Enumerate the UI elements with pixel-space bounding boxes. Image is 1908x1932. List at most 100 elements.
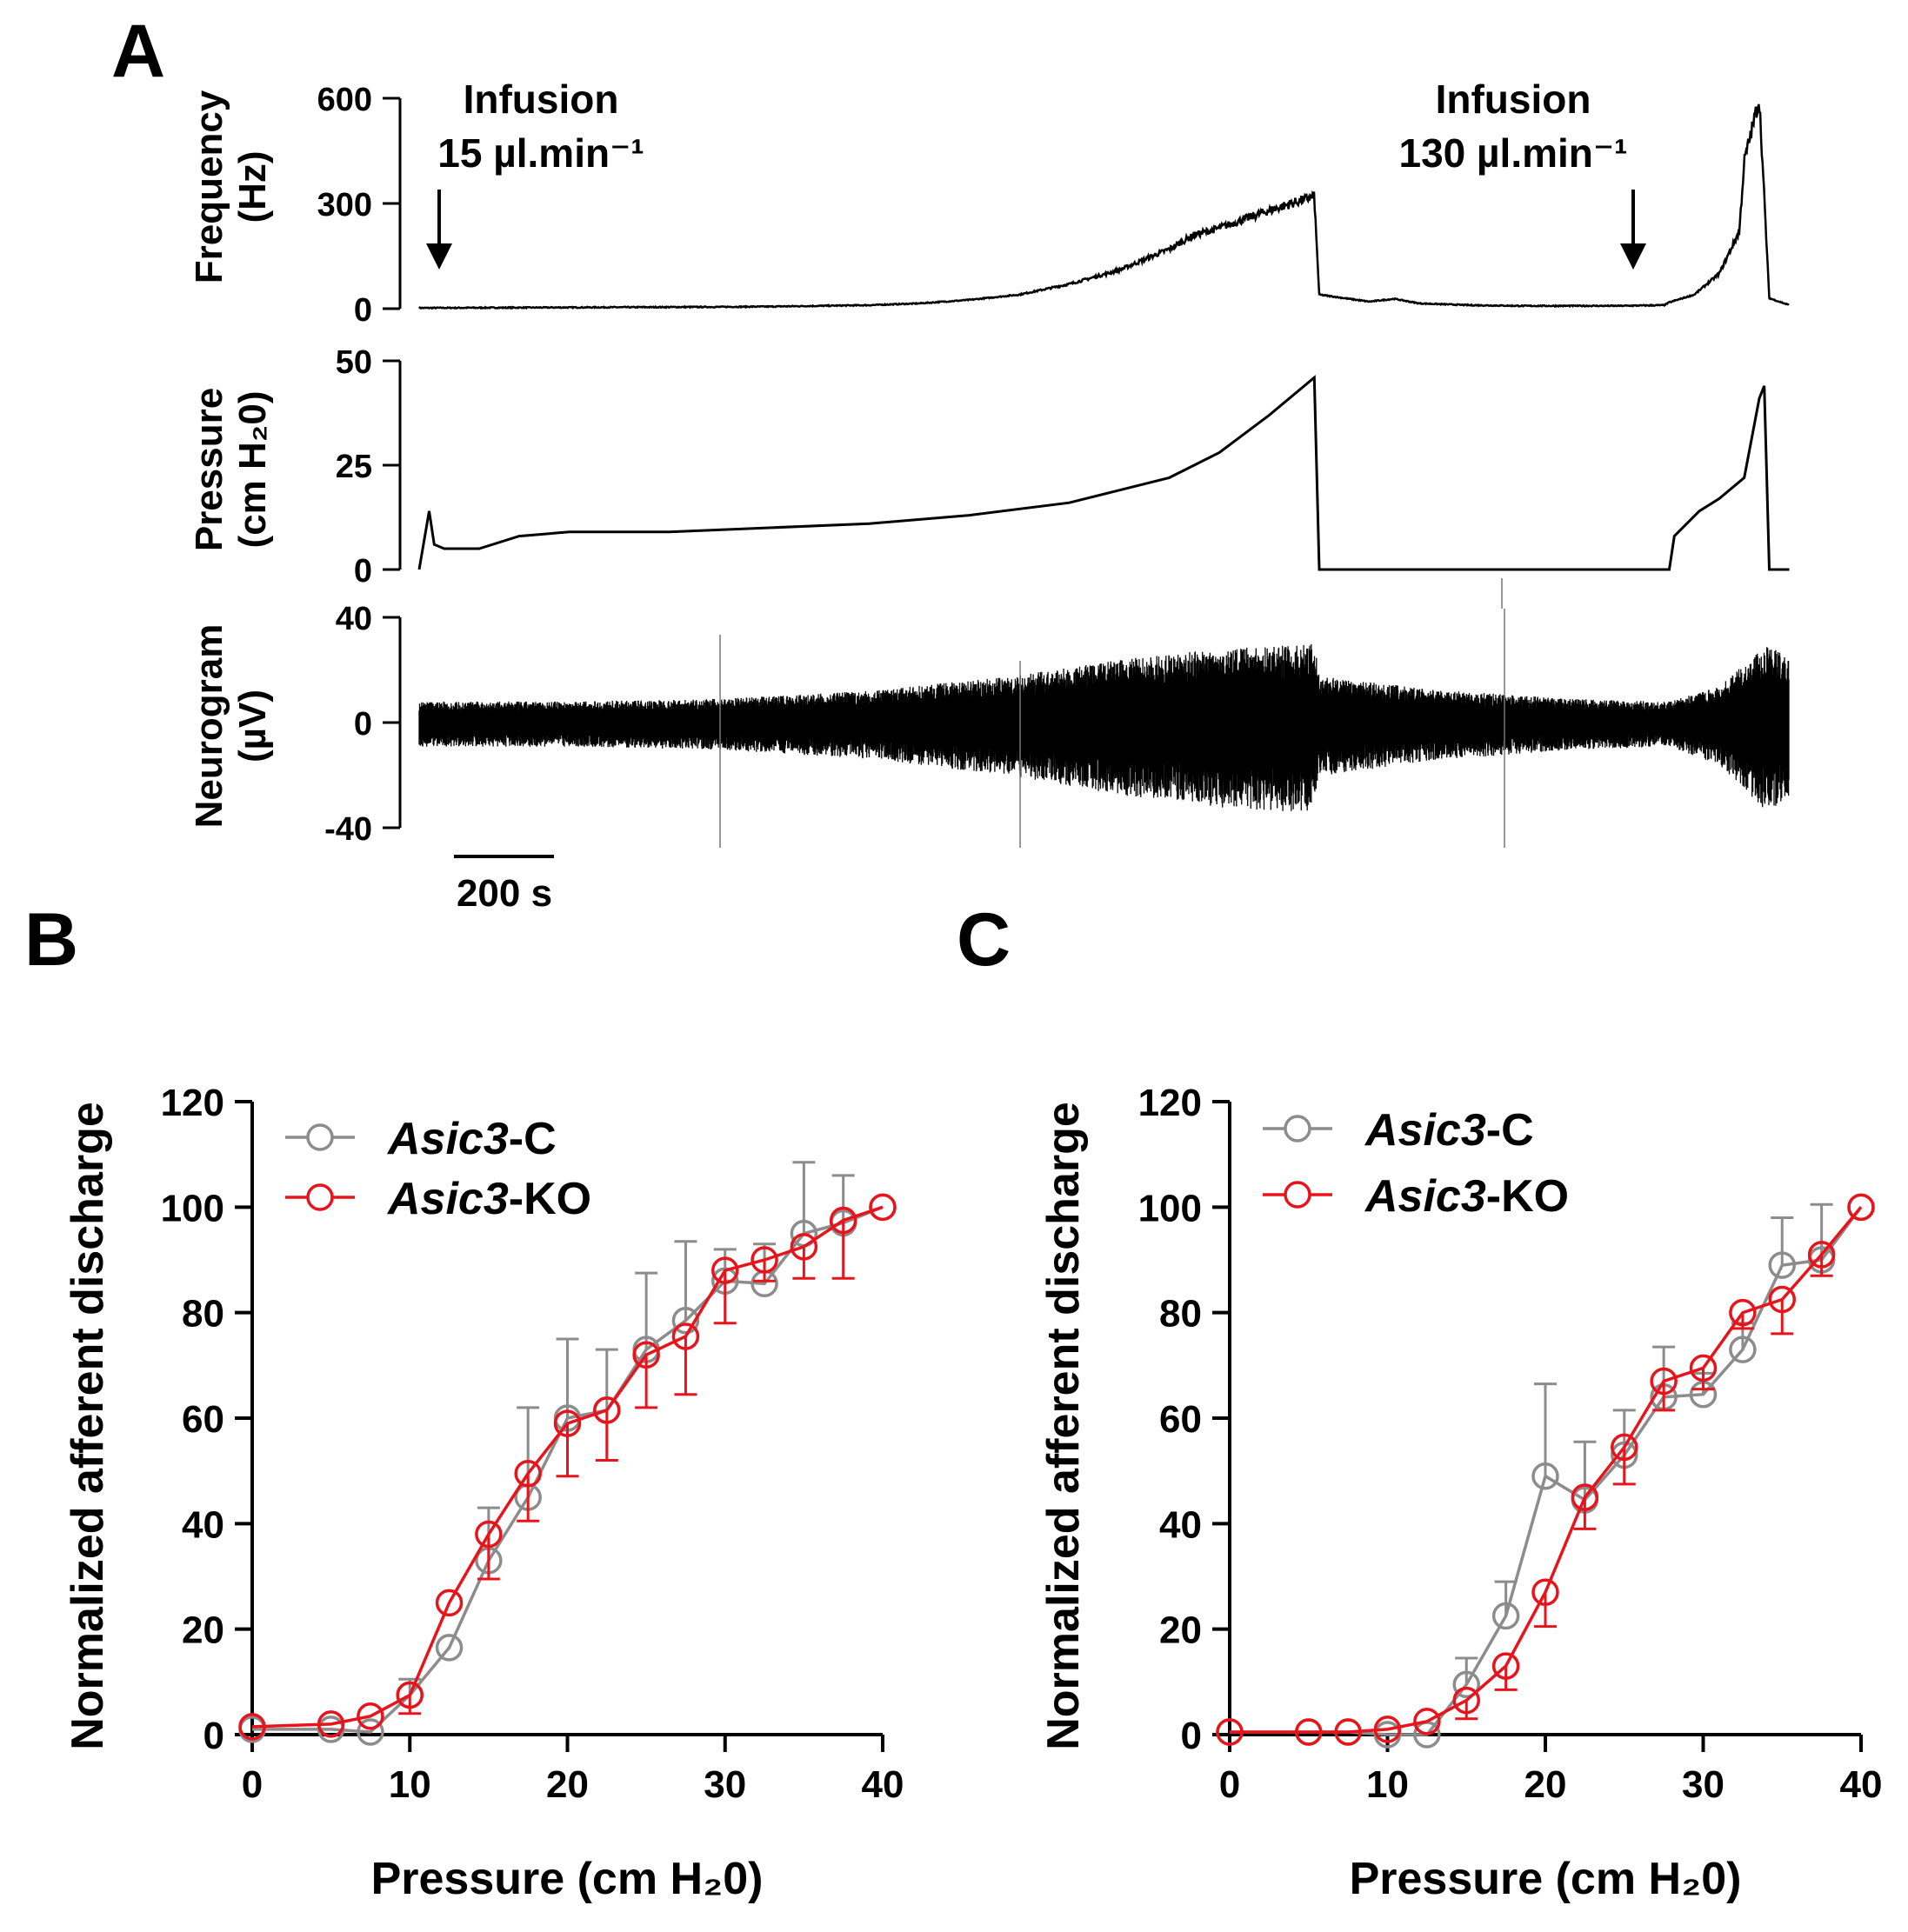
b-series-ko	[238, 1193, 897, 1741]
panel-b-ylabel-text: Normalized afferent discharge	[63, 1102, 113, 1750]
b-series-line	[251, 1205, 884, 1729]
panel-b-y-ticks: 0 20 40 60 80 100 120	[161, 1082, 252, 1757]
panel-c-legend-ko-label: Asic3-KO	[1364, 1171, 1569, 1222]
c-y-tick-label: 40	[1159, 1503, 1202, 1546]
panel-c-legend-control-marker	[1284, 1115, 1311, 1143]
frequency-tick-label-0: 0	[354, 292, 372, 329]
b-data-point	[829, 1206, 857, 1235]
b-data-point	[317, 1710, 345, 1738]
panel-letter-a: A	[111, 10, 165, 93]
infusion-annotation-2: Infusion 130 µl.min⁻¹	[1399, 77, 1646, 270]
neurogram-ylabel: Neurogram (µV)	[188, 624, 274, 829]
c-data-point	[1491, 1602, 1520, 1630]
b-data-point	[671, 1322, 700, 1350]
frequency-trace-group: Frequency (Hz) 0 300 600	[188, 82, 1790, 329]
c-data-point	[1729, 1298, 1757, 1327]
c-data-point	[1729, 1336, 1757, 1363]
frequency-ylabel-line1: Frequency	[188, 90, 230, 283]
b-data-point	[435, 1589, 464, 1617]
panel-b-legend-ko-marker	[306, 1183, 334, 1211]
b-y-tick-label: 0	[203, 1715, 224, 1757]
b-data-point	[790, 1233, 818, 1261]
c-data-point	[1650, 1367, 1678, 1396]
c-data-point	[1531, 1462, 1559, 1490]
c-y-tick-label: 100	[1138, 1187, 1202, 1229]
b-y-tick-label: 120	[161, 1082, 224, 1124]
panel-c-series	[1216, 1193, 1875, 1749]
panel-c-ylabel: Normalized afferent discharge	[1038, 1102, 1089, 1750]
c-x-tick-label: 40	[1840, 1763, 1883, 1806]
panel-c-x-ticks: 0 10 20 30 40	[1219, 1735, 1883, 1806]
frequency-tick-label-600: 600	[317, 82, 372, 118]
b-data-point	[435, 1634, 464, 1662]
b-data-point	[357, 1702, 384, 1730]
c-x-tick-label: 0	[1219, 1763, 1240, 1806]
scale-bar-label: 200 s	[457, 872, 552, 915]
c-x-tick-label: 30	[1682, 1763, 1725, 1806]
b-data-point	[514, 1459, 542, 1488]
pressure-trace-group: Pressure (cm H₂0) 0 25 50	[188, 344, 1790, 590]
c-data-point	[1571, 1483, 1599, 1511]
c-data-point	[1452, 1686, 1480, 1715]
pressure-tick-label-50: 50	[336, 344, 372, 381]
c-y-tick-label: 80	[1159, 1293, 1202, 1336]
c-y-tick-label: 0	[1181, 1715, 1202, 1757]
b-data-point	[711, 1256, 739, 1284]
pressure-tick-label-25: 25	[336, 449, 372, 485]
c-data-point	[1334, 1718, 1362, 1746]
neurogram-trace-group: Neurogram (µV) -40 0 40	[188, 578, 1790, 848]
frequency-tick-label-300: 300	[317, 187, 372, 223]
c-data-point	[1491, 1652, 1520, 1680]
b-x-tick-label: 10	[389, 1763, 431, 1806]
panel-b-legend: Asic3-C Asic3-KO	[285, 1114, 591, 1224]
c-data-point	[1689, 1354, 1718, 1382]
panel-b-ylabel: Normalized afferent discharge	[63, 1102, 113, 1750]
frequency-ylabel-line2: (Hz)	[231, 150, 274, 223]
c-y-tick-label: 20	[1159, 1609, 1202, 1652]
neurogram-ylabel-line1: Neurogram	[188, 624, 230, 829]
b-y-tick-label: 40	[182, 1503, 224, 1546]
b-data-point	[751, 1246, 778, 1274]
b-x-tick-label: 20	[546, 1763, 589, 1806]
neurogram-tick-label-40: 40	[336, 601, 372, 637]
panel-b-legend-ko-label: Asic3-KO	[386, 1174, 591, 1224]
panel-letter-c: C	[957, 898, 1011, 982]
c-data-point	[1768, 1285, 1796, 1314]
neurogram-tick-label-0: 0	[354, 706, 372, 743]
c-x-tick-label: 20	[1524, 1763, 1567, 1806]
b-data-point	[357, 1718, 384, 1746]
c-data-point	[1611, 1433, 1638, 1462]
panel-c-xlabel: Pressure (cm H₂0)	[1350, 1854, 1742, 1904]
panel-letter-b: B	[24, 898, 78, 982]
panel-b-series	[238, 1161, 897, 1746]
infusion-1-title: Infusion	[464, 77, 619, 122]
b-y-tick-label: 60	[182, 1398, 224, 1441]
c-data-point	[1452, 1670, 1480, 1699]
panel-c-legend-ko-marker	[1284, 1181, 1311, 1209]
panel-b-legend-control-label: Asic3-C	[386, 1114, 557, 1164]
b-series-line	[252, 1205, 884, 1734]
c-series-control	[1216, 1193, 1875, 1749]
c-y-tick-label: 120	[1138, 1082, 1202, 1124]
pressure-tick-label-0: 0	[354, 553, 372, 590]
b-data-point	[238, 1713, 266, 1741]
panel-c-y-ticks: 0 20 40 60 80 100 120	[1138, 1082, 1230, 1757]
pressure-ylabel-line2: (cm H₂0)	[231, 391, 274, 549]
b-x-tick-label: 0	[242, 1763, 263, 1806]
infusion-2-arrow-head	[1620, 243, 1646, 270]
b-y-tick-label: 80	[182, 1293, 224, 1336]
infusion-annotation-1: Infusion 15 µl.min⁻¹	[426, 77, 644, 270]
panel-c-legend-control-label: Asic3-C	[1364, 1105, 1534, 1156]
c-data-point	[1768, 1251, 1796, 1279]
c-data-point	[1295, 1718, 1323, 1746]
neurogram-trace	[418, 644, 1790, 811]
b-data-point	[671, 1307, 700, 1335]
c-y-tick-label: 60	[1159, 1398, 1202, 1441]
infusion-2-rate: 130 µl.min⁻¹	[1399, 130, 1628, 176]
c-x-tick-label: 10	[1366, 1763, 1409, 1806]
infusion-2-title: Infusion	[1436, 77, 1591, 122]
neurogram-tick-label-minus40: -40	[324, 811, 372, 848]
infusion-1-rate: 15 µl.min⁻¹	[437, 130, 644, 176]
panel-b-legend-control-marker	[306, 1123, 334, 1151]
